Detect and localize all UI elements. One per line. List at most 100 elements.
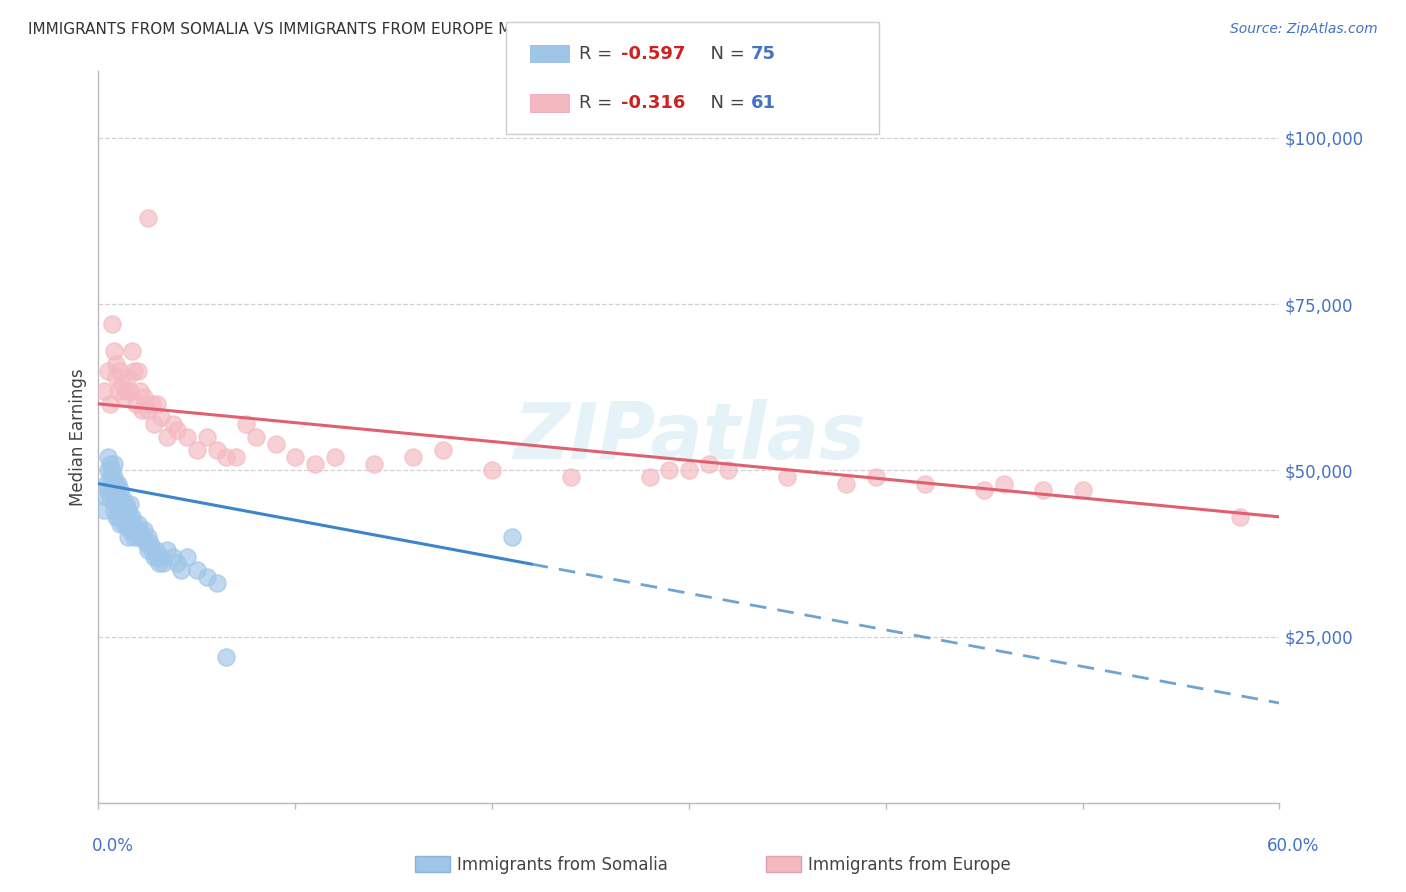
Point	[142, 549, 165, 564]
Point	[1229, 509, 1251, 524]
Point	[127, 530, 149, 544]
Point	[121, 509, 143, 524]
Point	[235, 417, 257, 431]
Point	[97, 463, 120, 477]
Point	[225, 450, 247, 464]
Point	[97, 363, 120, 377]
Point	[127, 363, 149, 377]
Point	[117, 530, 139, 544]
Point	[304, 457, 326, 471]
Point	[131, 530, 153, 544]
Point	[98, 470, 121, 484]
Point	[112, 497, 135, 511]
Point	[103, 470, 125, 484]
Point	[136, 403, 159, 417]
Point	[1032, 483, 1054, 498]
Y-axis label: Median Earnings: Median Earnings	[69, 368, 87, 506]
Point	[162, 417, 184, 431]
Point	[176, 430, 198, 444]
Point	[101, 463, 124, 477]
Point	[111, 376, 134, 391]
Point	[96, 490, 118, 504]
Text: 60.0%: 60.0%	[1267, 837, 1319, 855]
Point	[115, 497, 138, 511]
Point	[93, 384, 115, 398]
Point	[103, 457, 125, 471]
Point	[186, 443, 208, 458]
Point	[914, 476, 936, 491]
Point	[107, 476, 129, 491]
Point	[186, 563, 208, 577]
Point	[108, 483, 131, 498]
Point	[205, 576, 228, 591]
Point	[993, 476, 1015, 491]
Point	[152, 557, 174, 571]
Point	[170, 563, 193, 577]
Point	[118, 509, 141, 524]
Point	[112, 503, 135, 517]
Point	[93, 503, 115, 517]
Text: N =: N =	[699, 45, 751, 62]
Point	[103, 490, 125, 504]
Point	[141, 543, 163, 558]
Point	[205, 443, 228, 458]
Point	[107, 509, 129, 524]
Point	[156, 430, 179, 444]
Text: ZIPatlas: ZIPatlas	[513, 399, 865, 475]
Text: Immigrants from Somalia: Immigrants from Somalia	[457, 856, 668, 874]
Point	[865, 470, 887, 484]
Point	[122, 363, 145, 377]
Point	[678, 463, 700, 477]
Point	[117, 516, 139, 531]
Point	[323, 450, 346, 464]
Point	[105, 483, 128, 498]
Point	[973, 483, 995, 498]
Point	[245, 430, 267, 444]
Point	[142, 417, 165, 431]
Point	[195, 570, 218, 584]
Point	[128, 523, 150, 537]
Point	[156, 543, 179, 558]
Point	[136, 530, 159, 544]
Point	[432, 443, 454, 458]
Point	[96, 476, 118, 491]
Point	[215, 649, 238, 664]
Point	[146, 397, 169, 411]
Point	[97, 450, 120, 464]
Point	[560, 470, 582, 484]
Point	[98, 397, 121, 411]
Point	[101, 476, 124, 491]
Point	[131, 403, 153, 417]
Text: 61: 61	[751, 94, 776, 112]
Point	[1071, 483, 1094, 498]
Point	[118, 384, 141, 398]
Point	[776, 470, 799, 484]
Point	[108, 363, 131, 377]
Point	[150, 410, 173, 425]
Text: Immigrants from Europe: Immigrants from Europe	[808, 856, 1011, 874]
Point	[697, 457, 720, 471]
Point	[105, 357, 128, 371]
Point	[105, 509, 128, 524]
Point	[112, 516, 135, 531]
Point	[115, 509, 138, 524]
Point	[111, 490, 134, 504]
Point	[162, 549, 184, 564]
Point	[103, 343, 125, 358]
Point	[97, 483, 120, 498]
Point	[132, 390, 155, 404]
Point	[121, 343, 143, 358]
Point	[148, 557, 170, 571]
Point	[141, 397, 163, 411]
Point	[127, 516, 149, 531]
Point	[501, 530, 523, 544]
Text: N =: N =	[699, 94, 751, 112]
Point	[195, 430, 218, 444]
Text: 75: 75	[751, 45, 776, 62]
Point	[122, 516, 145, 531]
Point	[98, 490, 121, 504]
Point	[115, 384, 138, 398]
Text: 0.0%: 0.0%	[91, 837, 134, 855]
Point	[402, 450, 425, 464]
Point	[108, 516, 131, 531]
